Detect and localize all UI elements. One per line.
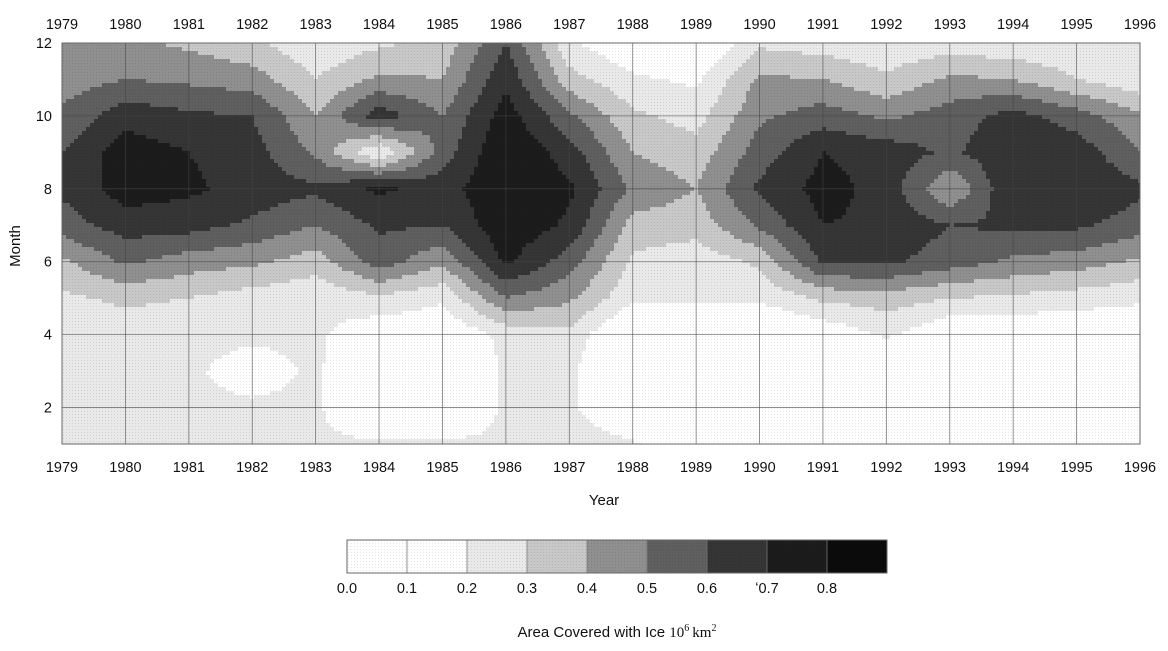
ice-area-contour-chart: 1979 1980 1981 1982 1983 1984 1985 1986 1987 1988… (7, 17, 1156, 641)
